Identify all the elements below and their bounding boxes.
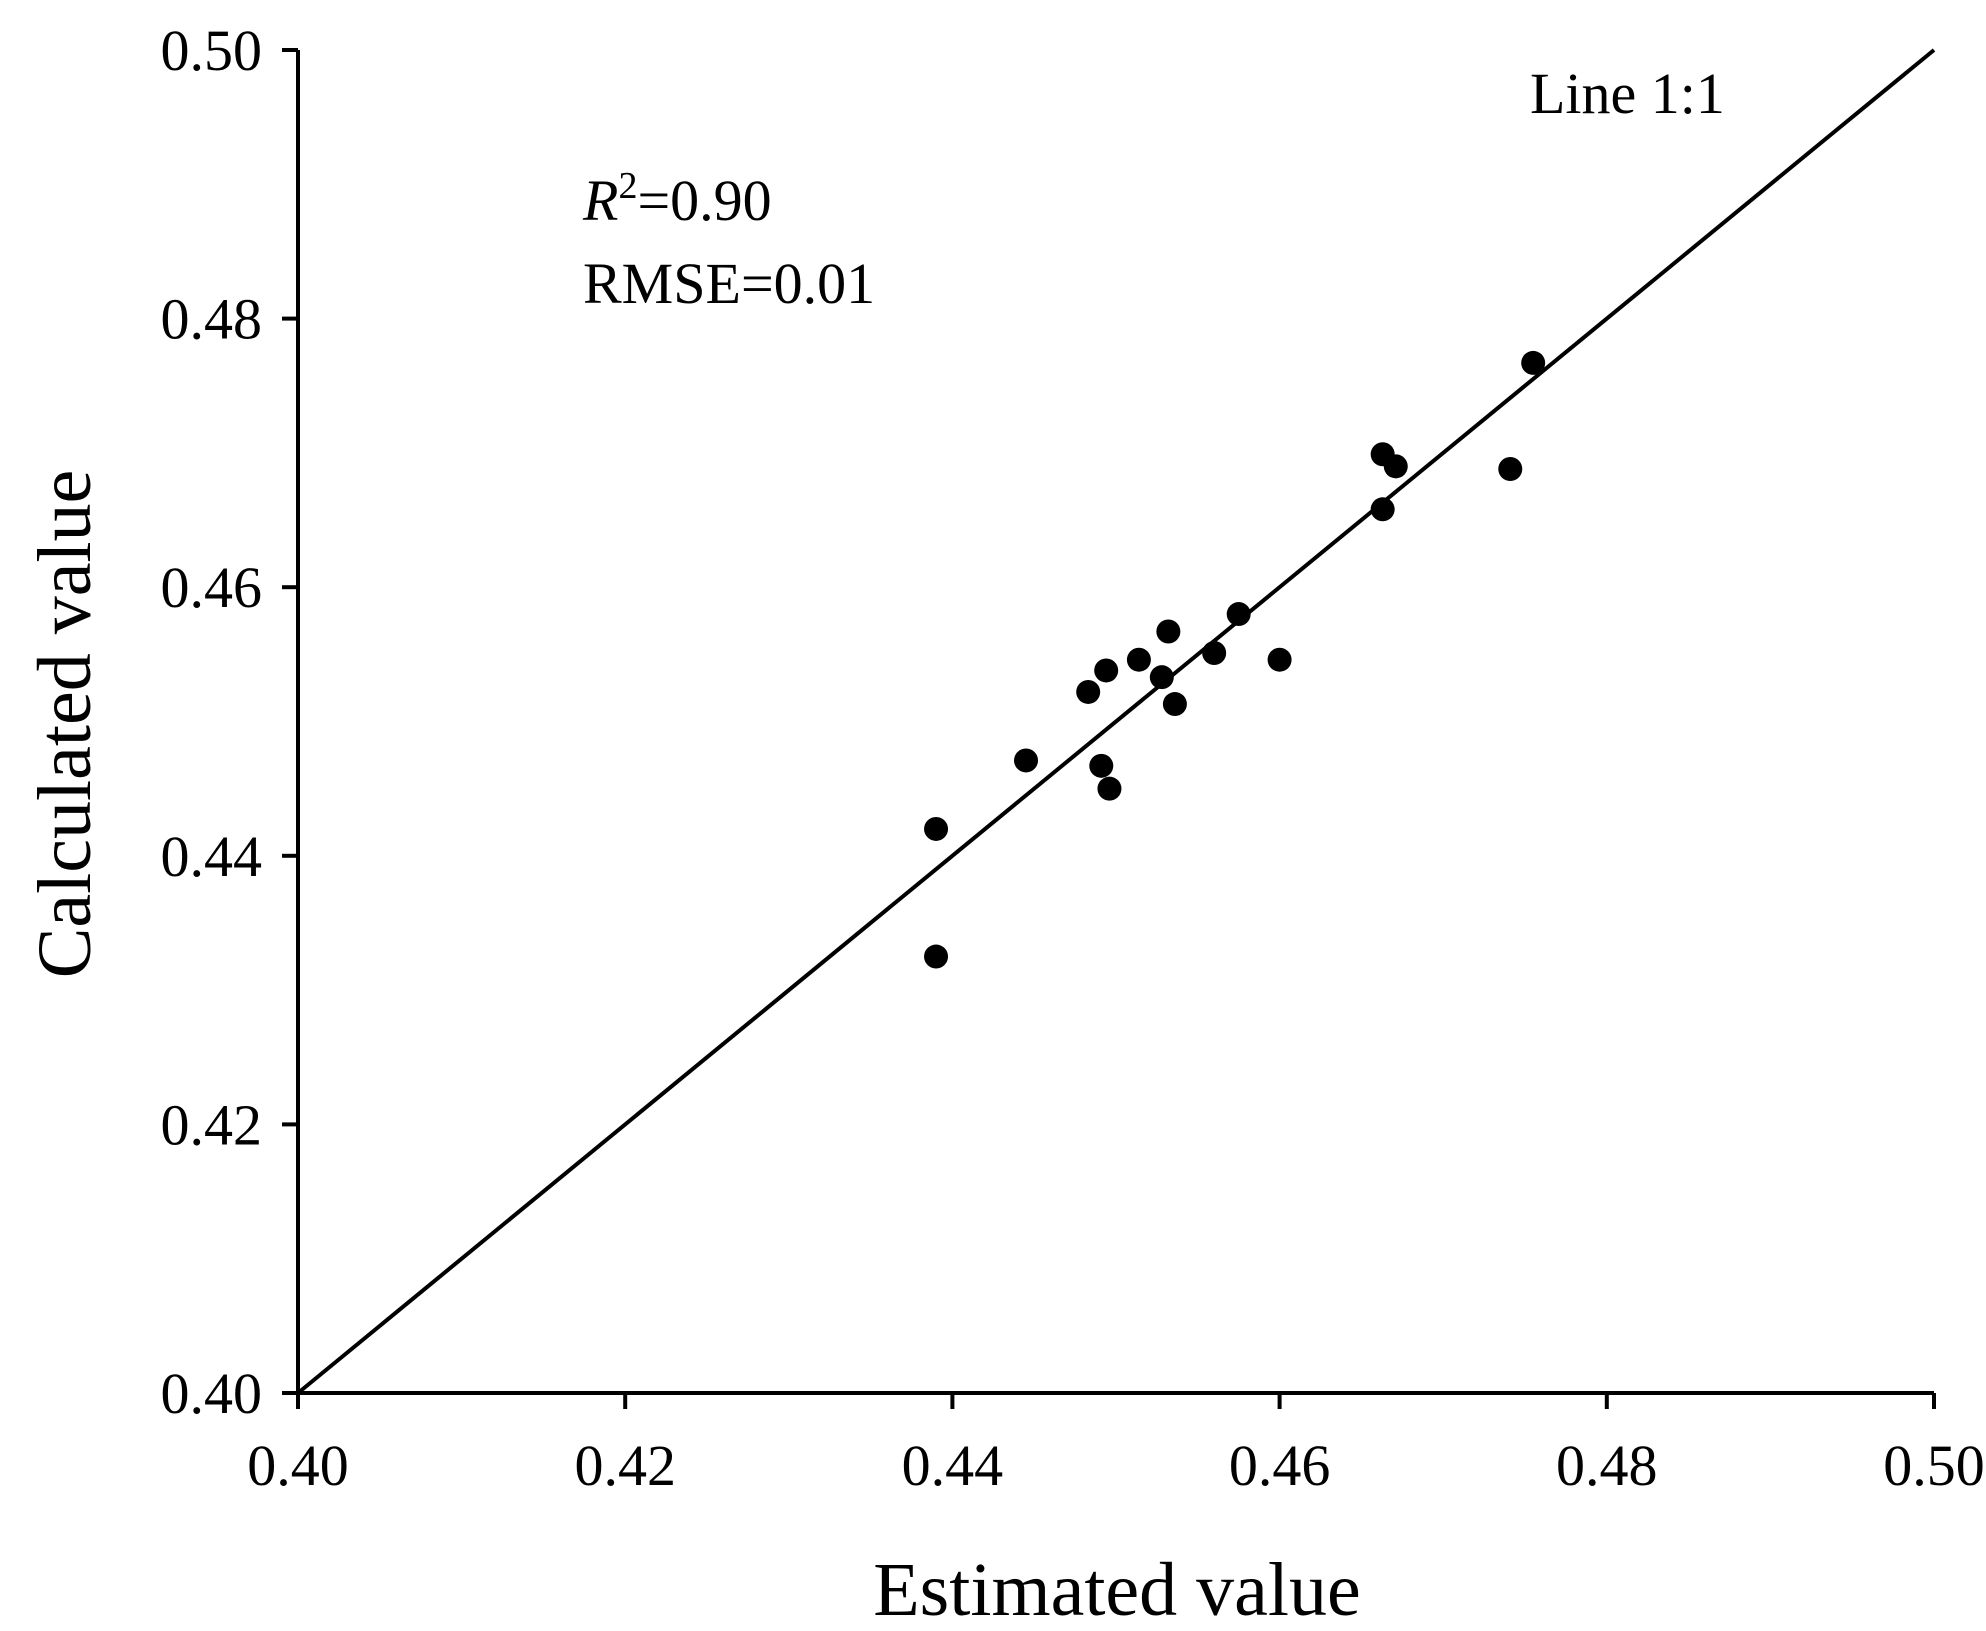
r-squared-annotation: R2=0.90	[582, 165, 772, 233]
data-point	[1226, 602, 1251, 627]
data-point	[1267, 647, 1292, 672]
x-tick-label: 0.44	[902, 1433, 1004, 1498]
x-tick-label: 0.50	[1883, 1433, 1985, 1498]
data-point	[1076, 679, 1101, 704]
y-tick-label: 0.50	[161, 18, 263, 83]
data-point	[1521, 350, 1546, 375]
x-tick-label: 0.48	[1556, 1433, 1658, 1498]
data-point	[1094, 658, 1119, 683]
y-axis-title: Calculated value	[23, 470, 107, 979]
data-point	[1014, 748, 1039, 773]
y-tick-label: 0.40	[161, 1361, 263, 1426]
x-tick-label: 0.40	[247, 1433, 349, 1498]
y-tick-label: 0.44	[161, 824, 263, 889]
data-point	[1162, 692, 1187, 717]
rmse-annotation: RMSE=0.01	[583, 251, 875, 316]
y-tick-label: 0.48	[161, 287, 263, 352]
y-tick-label: 0.42	[161, 1092, 263, 1157]
one-to-one-line	[296, 48, 1936, 1395]
data-point	[1089, 753, 1114, 778]
data-point	[924, 816, 949, 841]
data-point	[1498, 457, 1523, 482]
data-point	[1383, 454, 1408, 479]
data-point	[1149, 665, 1174, 690]
data-points	[924, 350, 1546, 969]
x-axis-ticks: 0.40 0.42 0.44 0.46 0.48 0.50	[247, 1393, 1985, 1498]
data-point	[924, 944, 949, 969]
x-tick-label: 0.46	[1229, 1433, 1331, 1498]
x-tick-label: 0.42	[574, 1433, 676, 1498]
y-axis-ticks: 0.40 0.42 0.44 0.46 0.48 0.50	[161, 18, 298, 1426]
data-point	[1156, 619, 1181, 644]
data-point	[1126, 647, 1151, 672]
y-tick-label: 0.46	[161, 555, 263, 620]
data-point	[1370, 497, 1395, 522]
reference-line-label: Line 1:1	[1530, 61, 1725, 126]
data-point	[1097, 776, 1122, 801]
x-axis-title: Estimated value	[873, 1548, 1361, 1631]
data-point	[1202, 641, 1227, 666]
